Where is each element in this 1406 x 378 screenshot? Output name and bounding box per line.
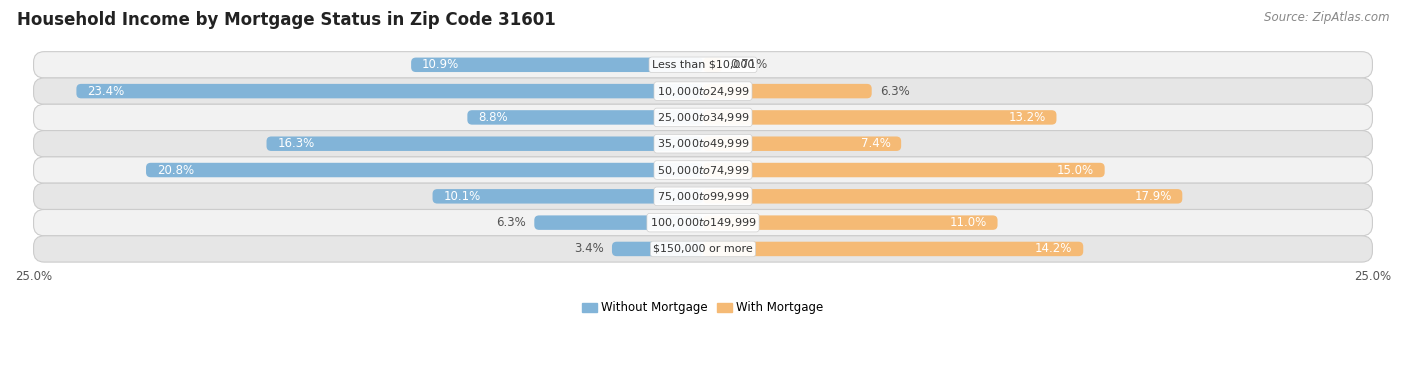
FancyBboxPatch shape	[34, 104, 1372, 130]
FancyBboxPatch shape	[146, 163, 703, 177]
FancyBboxPatch shape	[612, 242, 703, 256]
Text: 10.1%: 10.1%	[443, 190, 481, 203]
FancyBboxPatch shape	[703, 110, 1056, 125]
FancyBboxPatch shape	[34, 236, 1372, 262]
Text: 8.8%: 8.8%	[478, 111, 508, 124]
Text: $10,000 to $24,999: $10,000 to $24,999	[657, 85, 749, 98]
Text: 13.2%: 13.2%	[1008, 111, 1046, 124]
Text: $35,000 to $49,999: $35,000 to $49,999	[657, 137, 749, 150]
Text: $75,000 to $99,999: $75,000 to $99,999	[657, 190, 749, 203]
Text: 6.3%: 6.3%	[880, 85, 910, 98]
FancyBboxPatch shape	[34, 52, 1372, 78]
Text: 7.4%: 7.4%	[860, 137, 890, 150]
Text: 14.2%: 14.2%	[1035, 242, 1073, 256]
FancyBboxPatch shape	[703, 57, 723, 72]
FancyBboxPatch shape	[703, 163, 1105, 177]
Text: 0.71%: 0.71%	[730, 58, 768, 71]
Text: Household Income by Mortgage Status in Zip Code 31601: Household Income by Mortgage Status in Z…	[17, 11, 555, 29]
FancyBboxPatch shape	[703, 136, 901, 151]
Text: 3.4%: 3.4%	[574, 242, 605, 256]
FancyBboxPatch shape	[703, 189, 1182, 204]
FancyBboxPatch shape	[534, 215, 703, 230]
FancyBboxPatch shape	[411, 57, 703, 72]
FancyBboxPatch shape	[76, 84, 703, 98]
Text: 16.3%: 16.3%	[277, 137, 315, 150]
Text: Less than $10,000: Less than $10,000	[652, 60, 754, 70]
Text: $100,000 to $149,999: $100,000 to $149,999	[650, 216, 756, 229]
FancyBboxPatch shape	[34, 183, 1372, 209]
Text: 15.0%: 15.0%	[1057, 164, 1094, 177]
Text: 23.4%: 23.4%	[87, 85, 124, 98]
FancyBboxPatch shape	[703, 215, 997, 230]
Text: 17.9%: 17.9%	[1135, 190, 1171, 203]
Text: 6.3%: 6.3%	[496, 216, 526, 229]
Text: 10.9%: 10.9%	[422, 58, 460, 71]
FancyBboxPatch shape	[703, 242, 1083, 256]
Text: $25,000 to $34,999: $25,000 to $34,999	[657, 111, 749, 124]
Text: $50,000 to $74,999: $50,000 to $74,999	[657, 164, 749, 177]
Text: 20.8%: 20.8%	[156, 164, 194, 177]
FancyBboxPatch shape	[34, 78, 1372, 104]
Text: Source: ZipAtlas.com: Source: ZipAtlas.com	[1264, 11, 1389, 24]
FancyBboxPatch shape	[467, 110, 703, 125]
Text: $150,000 or more: $150,000 or more	[654, 244, 752, 254]
Text: 11.0%: 11.0%	[949, 216, 987, 229]
FancyBboxPatch shape	[34, 130, 1372, 157]
FancyBboxPatch shape	[703, 84, 872, 98]
FancyBboxPatch shape	[433, 189, 703, 204]
FancyBboxPatch shape	[34, 209, 1372, 236]
Legend: Without Mortgage, With Mortgage: Without Mortgage, With Mortgage	[578, 297, 828, 319]
FancyBboxPatch shape	[34, 157, 1372, 183]
FancyBboxPatch shape	[267, 136, 703, 151]
